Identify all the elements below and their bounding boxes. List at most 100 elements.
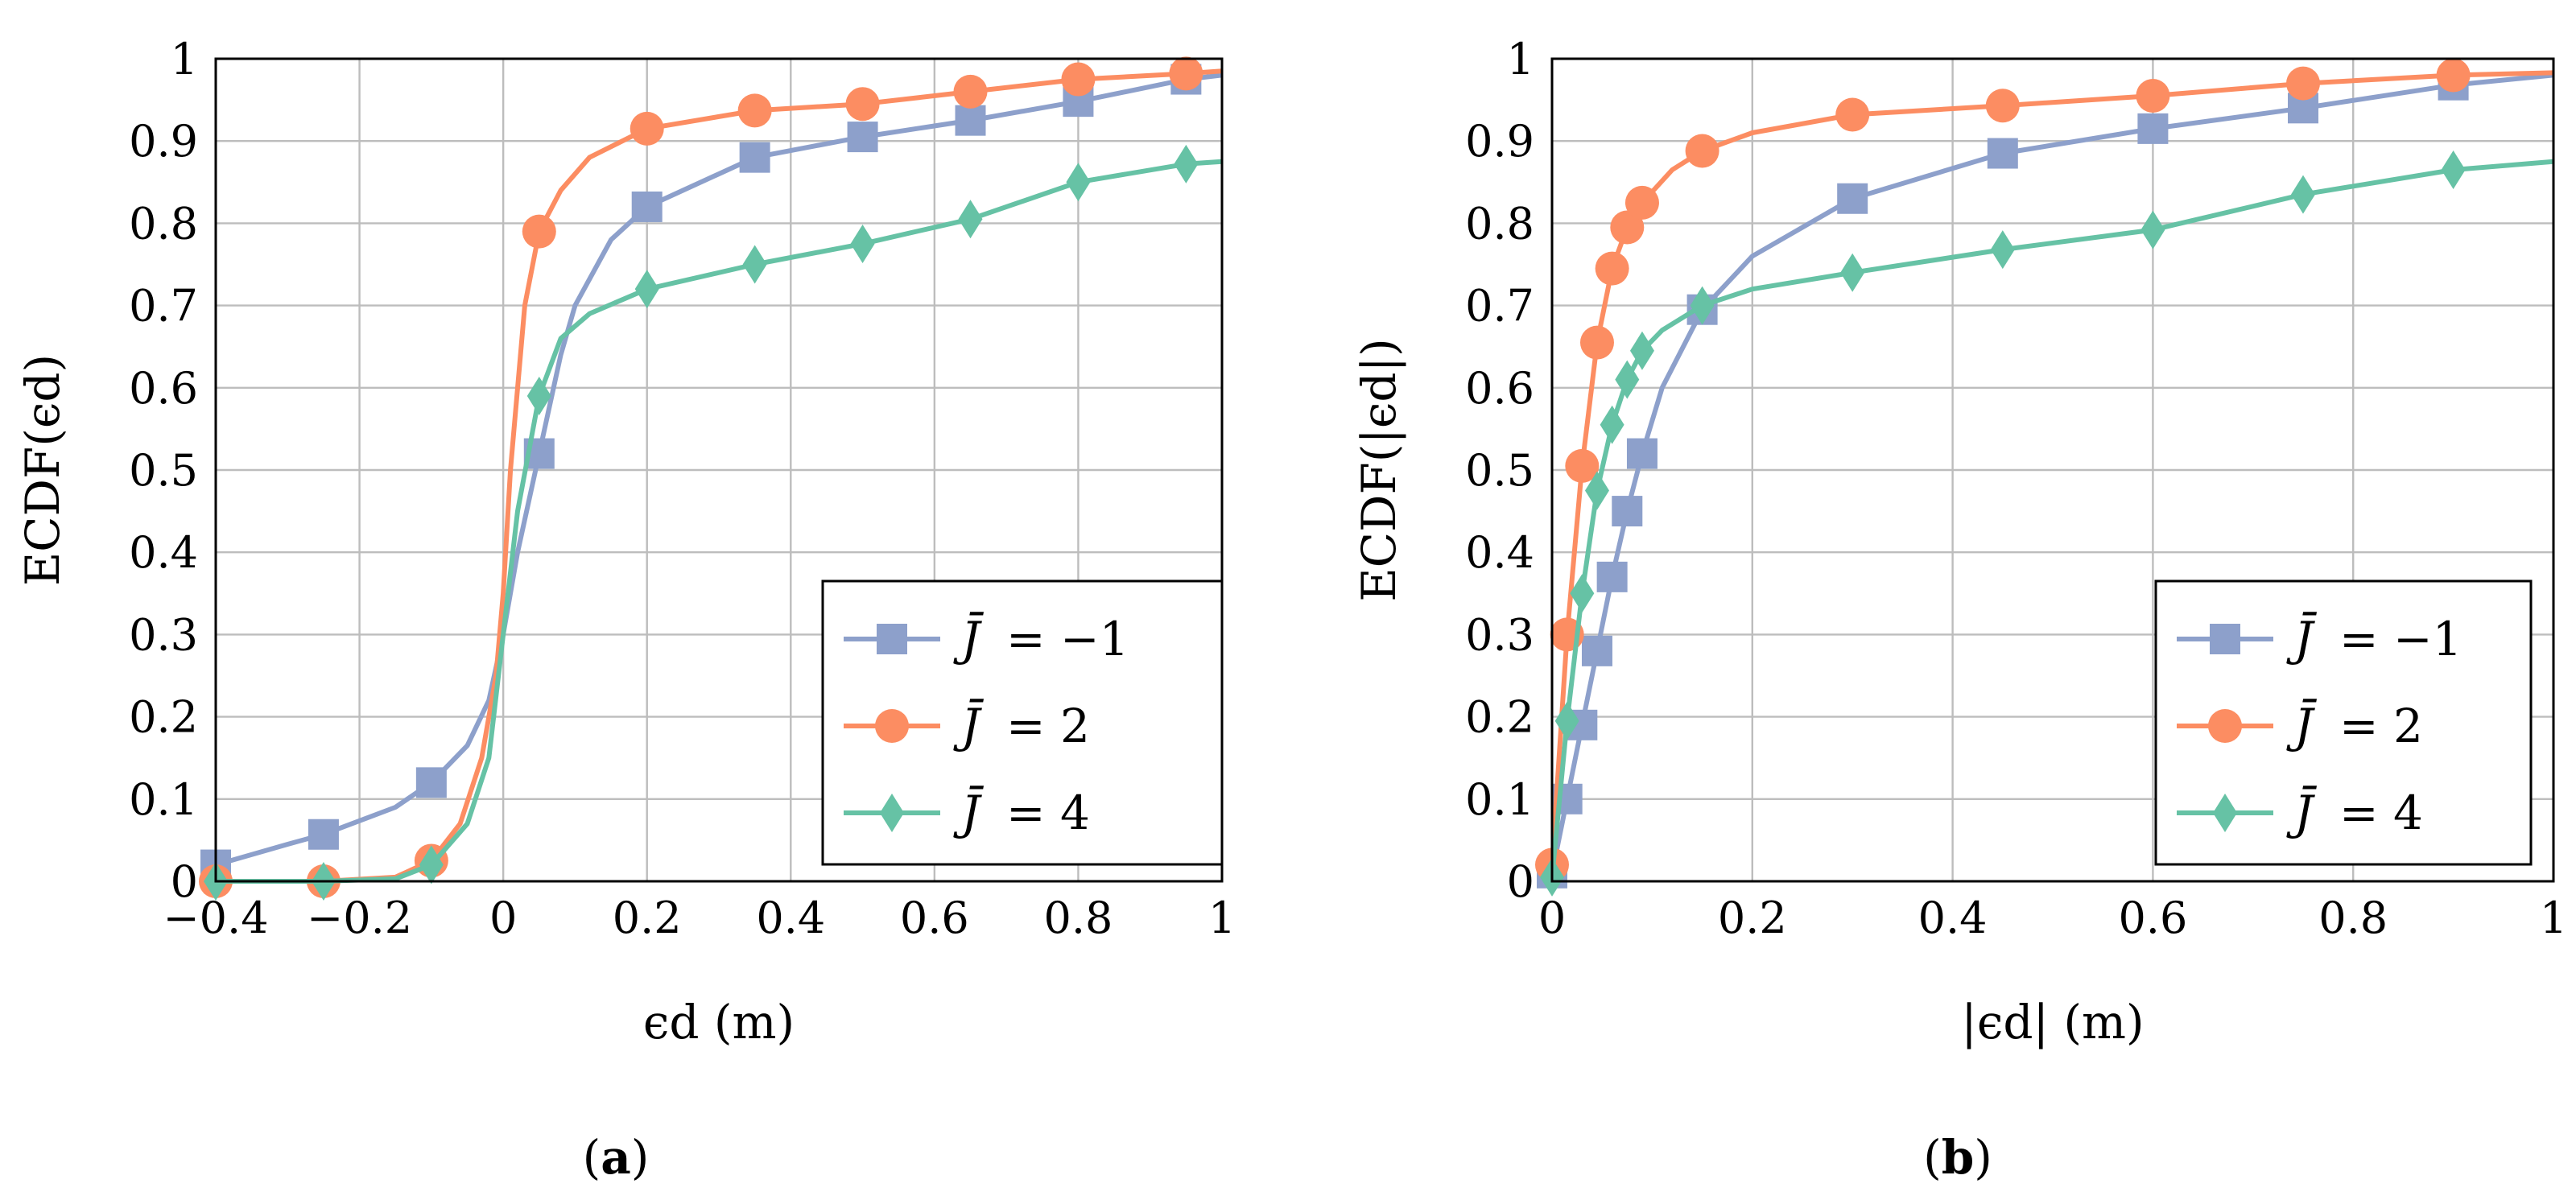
data-point [1596, 561, 1628, 592]
data-point [1169, 56, 1203, 91]
y-tick-label: 0.7 [1465, 281, 1534, 332]
x-tick-label: 0.4 [756, 893, 825, 943]
y-tick-label: 0.9 [1465, 116, 1534, 167]
data-point [2137, 113, 2169, 144]
x-tick-label: 0 [1538, 893, 1566, 943]
data-point [1835, 97, 1870, 132]
data-point [308, 819, 339, 850]
plot-frame [214, 57, 1224, 883]
data-point [850, 224, 875, 263]
panel-caption: (a) [583, 1130, 650, 1185]
data-point [634, 270, 659, 309]
data-point [2291, 175, 2315, 214]
y-tick-label: 0.4 [1465, 527, 1534, 578]
data-point [2286, 66, 2320, 101]
data-point [1174, 144, 1199, 184]
y-tick-label: 1 [171, 34, 198, 85]
x-tick-label: 0.2 [613, 893, 682, 943]
x-axis-label: ϵd (m) [643, 995, 795, 1049]
data-point [630, 111, 664, 146]
series-line [1550, 72, 2553, 876]
x-tick-label: 0.8 [2318, 893, 2388, 943]
data-point [631, 191, 663, 222]
data-point [1624, 185, 1659, 220]
panel-b: 0 0.2 0.4 0.6 0.8 1 0 0.1 0.2 0.3 0.4 0.5 0.6 0.7 0.8 0… [1352, 34, 2567, 1185]
legend-label-value: = −1 [2339, 612, 2462, 666]
diamond-marker-icon [880, 794, 904, 832]
series-line [1550, 70, 2553, 868]
y-tick-label: 0.1 [129, 774, 198, 825]
data-point [1570, 574, 1595, 613]
data-point [1581, 635, 1612, 666]
data-point [1554, 701, 1579, 740]
y-tick-label: 0.2 [129, 692, 198, 743]
data-point [2140, 210, 2165, 249]
data-point [739, 142, 770, 173]
plot-area [1535, 58, 2553, 897]
grid [214, 57, 1224, 883]
legend-label-value: = 2 [1006, 699, 1090, 753]
data-point [1579, 325, 1614, 360]
data-point [2441, 150, 2466, 189]
data-point [419, 845, 444, 885]
data-point [1626, 438, 1657, 469]
data-point [955, 105, 986, 136]
x-tick-label: 0.6 [2118, 893, 2187, 943]
y-tick-label: 0 [171, 856, 198, 907]
x-axis-label: |ϵd| (m) [1961, 995, 2144, 1049]
y-tick-label: 0.8 [1465, 198, 1534, 249]
data-point [1610, 210, 1645, 245]
y-tick-label: 0.1 [1465, 774, 1534, 825]
series-line [213, 72, 1222, 868]
legend-label-value: = 2 [2339, 699, 2423, 753]
legend-label-value: = 4 [2339, 786, 2423, 840]
y-tick-label: 0.9 [129, 116, 198, 167]
y-tick-label: 0.8 [129, 198, 198, 249]
series-line [1550, 159, 2553, 880]
legend: J̄ = −1J̄ = 2J̄ = 4 [821, 579, 1224, 866]
x-tick-label: −0.4 [163, 893, 268, 943]
x-tick-label: −0.2 [307, 893, 412, 943]
data-point [1685, 134, 1719, 168]
series-2 [199, 56, 1222, 898]
data-point [1595, 251, 1629, 286]
data-point [958, 200, 983, 239]
y-tick-label: 0.3 [1465, 609, 1534, 660]
data-point [1061, 62, 1096, 97]
circle-marker-icon [875, 709, 909, 743]
y-axis-label: ECDF(|ϵd|) [1352, 338, 1406, 601]
data-point [1840, 253, 1865, 292]
data-point [1690, 286, 1715, 325]
y-tick-label: 0 [1507, 856, 1534, 907]
x-tick-label: 1 [1208, 893, 1236, 943]
legend-label-value: = 4 [1006, 786, 1090, 840]
data-point [845, 87, 880, 122]
panel-caption-letter: a [601, 1130, 631, 1185]
y-tick-label: 0.7 [129, 281, 198, 332]
x-tick-label: 0.8 [1043, 893, 1113, 943]
data-point [1584, 471, 1609, 510]
data-point [1612, 496, 1643, 527]
y-axis-label: ECDF(ϵd) [15, 354, 70, 586]
data-point [526, 377, 551, 416]
legend: J̄ = −1J̄ = 2J̄ = 4 [2154, 579, 2533, 866]
y-tick-label: 0.6 [129, 363, 198, 414]
data-point [1837, 183, 1868, 214]
panel-caption: (b) [1923, 1130, 1992, 1185]
series-2 [1535, 58, 2553, 882]
y-tick-label: 0.4 [129, 527, 198, 578]
data-point [415, 767, 447, 798]
x-tick-label: 1 [2540, 893, 2567, 943]
legend-label-value: = −1 [1006, 612, 1129, 666]
y-tick-label: 0.3 [129, 609, 198, 660]
data-point [847, 122, 878, 153]
y-tick-label: 0.2 [1465, 692, 1534, 743]
data-point [1990, 230, 2015, 270]
y-tick-label: 1 [1507, 34, 1534, 85]
x-tick-label: 0 [489, 893, 517, 943]
circle-marker-icon [2208, 709, 2242, 743]
data-point [1615, 360, 1640, 399]
y-tick-label: 0.6 [1465, 363, 1534, 414]
plot-frame [1550, 57, 2555, 883]
